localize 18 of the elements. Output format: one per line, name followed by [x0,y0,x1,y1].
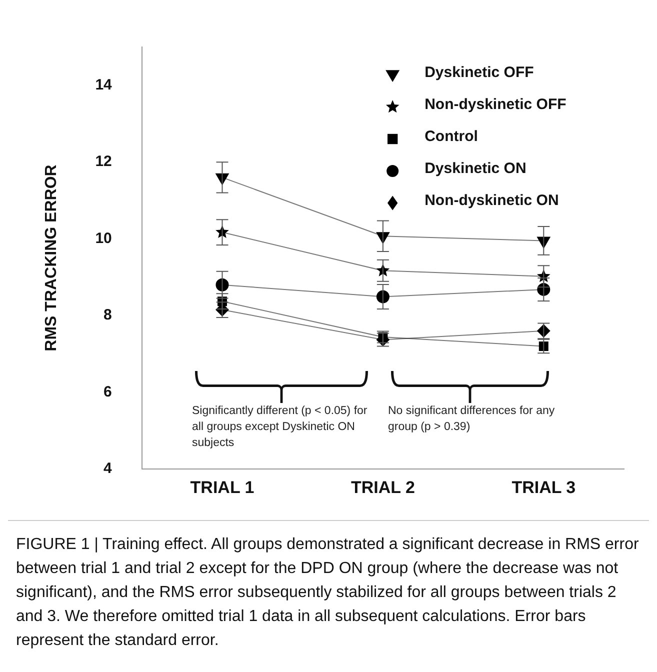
legend-label: Control [424,128,478,146]
y-tick-label: 4 [104,460,113,478]
y-tick-label: 10 [95,230,112,247]
y-tick-label: 12 [95,153,112,170]
x-tick-label: TRIAL 1 [190,478,254,497]
y-tick-label: 14 [95,76,113,94]
legend-label: Non-dyskinetic ON [424,192,559,210]
x-tick-label: TRIAL 2 [350,478,415,497]
caption: FIGURE 1 | Training effect. All groups demonstrated a significant decrease in RMS error between trial 1 and trial 2 except for the DPD ON group (where the decrease was not significant), and the RMS error subsequently stabilized for all groups between trials 2 and 3. We therefore omitted trial 1 data in all subsequent calculations. Error bars represent the standard error. [16,535,640,651]
y-tick-label: 8 [104,306,112,324]
x-tick-label: TRIAL 3 [512,478,576,497]
legend-label: Dyskinetic ON [424,160,526,178]
legend-label: Dyskinetic OFF [424,64,534,82]
legend-label: Non-dyskinetic OFF [424,96,566,114]
y-axis-title: RMS TRACKING ERROR [43,164,60,352]
annotation: Significantly different (p < 0.05) for all groups except Dyskinetic ON subjects [192,404,368,451]
annotation: No significant differences for any group (p > 0.39) [388,404,556,435]
y-tick-label: 6 [104,383,112,400]
